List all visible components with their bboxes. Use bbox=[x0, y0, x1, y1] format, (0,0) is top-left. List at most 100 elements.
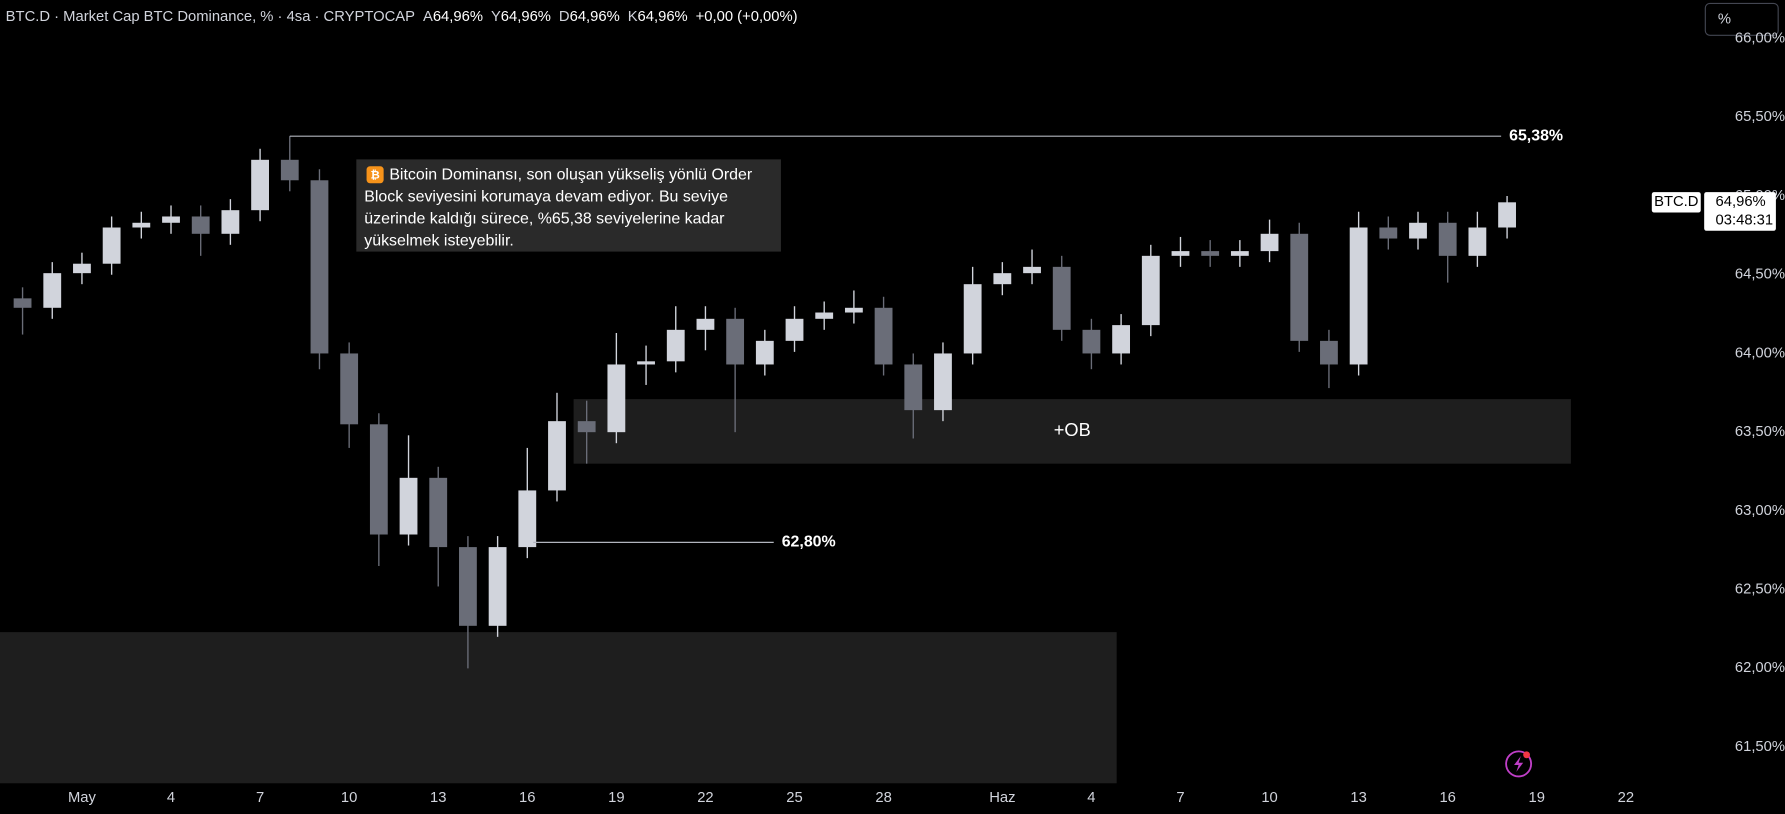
candle-body bbox=[1171, 251, 1190, 256]
note-line: Bitcoin Dominansı, son oluşan yükseliş y… bbox=[389, 167, 753, 184]
candle-body bbox=[1409, 222, 1427, 239]
y-tick-label: 62,50% bbox=[1735, 582, 1785, 598]
candle-body bbox=[1230, 251, 1249, 256]
header-title: BTC.D · Market Cap BTC Dominance, % · 4s… bbox=[6, 9, 415, 25]
candle-body bbox=[13, 298, 32, 308]
x-tick-label: 13 bbox=[430, 790, 446, 806]
candle-body bbox=[1141, 255, 1160, 326]
x-tick-label: Haz bbox=[989, 790, 1015, 806]
candle-body bbox=[43, 273, 62, 308]
candle-body bbox=[607, 364, 626, 433]
candle-body bbox=[518, 490, 537, 548]
ohlc-value: 64,96% bbox=[501, 9, 551, 25]
candle-body bbox=[73, 263, 91, 274]
candle-body bbox=[340, 353, 359, 425]
candle-body bbox=[1201, 251, 1220, 256]
level-label: 62,80% bbox=[782, 534, 836, 551]
search-box[interactable] bbox=[1704, 2, 1779, 36]
y-tick-label: 66,00% bbox=[1735, 30, 1785, 46]
ohlc-label: Y bbox=[491, 9, 501, 25]
ohlc-label: D bbox=[559, 9, 570, 25]
zones bbox=[0, 399, 1571, 784]
candle-body bbox=[132, 222, 151, 228]
candle-body bbox=[1082, 329, 1101, 354]
icon-dot bbox=[1523, 751, 1530, 759]
candle-body bbox=[726, 318, 745, 365]
x-tick-label: 4 bbox=[1087, 790, 1095, 806]
candle-body bbox=[1260, 233, 1279, 252]
y-tick-label: 64,00% bbox=[1735, 345, 1785, 361]
ohlc-label: A bbox=[423, 9, 433, 25]
candle-body bbox=[1438, 222, 1457, 256]
candle-body bbox=[904, 364, 923, 411]
candle-body bbox=[191, 216, 210, 234]
candle-body bbox=[102, 227, 121, 264]
candle-body bbox=[696, 318, 715, 330]
candle-body bbox=[1112, 325, 1131, 354]
zone bbox=[0, 632, 1117, 784]
x-tick-label: 7 bbox=[1176, 790, 1184, 806]
candle-body bbox=[577, 421, 596, 433]
price-tag-box bbox=[1704, 192, 1776, 231]
ohlc-value: 64,96% bbox=[570, 9, 620, 25]
candle-body bbox=[815, 312, 834, 319]
candle-body bbox=[459, 547, 477, 626]
candle-body bbox=[1052, 266, 1071, 330]
candle-body bbox=[429, 477, 448, 548]
candle-body bbox=[399, 477, 418, 535]
y-tick-label: 63,50% bbox=[1735, 424, 1785, 440]
candle-body bbox=[785, 318, 804, 341]
candle-body bbox=[993, 273, 1012, 285]
ohlc-label: K bbox=[628, 9, 638, 25]
candle-body bbox=[251, 159, 269, 211]
zone bbox=[573, 399, 1571, 464]
y-tick-label: 61,50% bbox=[1735, 739, 1785, 755]
x-tick-label: 16 bbox=[1439, 790, 1455, 806]
note-line: üzerinde kaldığı sürece, %65,38 seviyele… bbox=[364, 210, 725, 227]
x-tick-label: 19 bbox=[608, 790, 624, 806]
x-tick-label: 10 bbox=[1261, 790, 1277, 806]
candle-body bbox=[934, 353, 952, 411]
header: BTC.D · Market Cap BTC Dominance, % · 4s… bbox=[6, 9, 798, 25]
candle-body bbox=[221, 210, 240, 234]
candle-body bbox=[637, 361, 655, 365]
candle-body bbox=[755, 340, 774, 365]
note-line: Block seviyesini korumaya devam ediyor. … bbox=[364, 188, 728, 205]
note: ₿ Bitcoin Dominansı, son oluşan yükseliş … bbox=[356, 159, 781, 252]
symbol-tag-box bbox=[1651, 192, 1701, 213]
symbol-tag: BTC.D bbox=[1654, 194, 1698, 210]
ohlc-value: 64,96% bbox=[638, 9, 688, 25]
y-tick-label: 65,50% bbox=[1735, 109, 1785, 125]
x-tick-label: 28 bbox=[875, 790, 891, 806]
note-box bbox=[356, 159, 781, 252]
candle-body bbox=[1349, 227, 1368, 365]
candle-body bbox=[1468, 227, 1487, 256]
x-tick-label: 25 bbox=[786, 790, 802, 806]
x-tick-label: 22 bbox=[1618, 790, 1634, 806]
candle-body bbox=[1379, 227, 1398, 239]
note-icon-glyph: ₿ bbox=[370, 169, 379, 181]
candles bbox=[13, 136, 1516, 669]
lightning-icon[interactable] bbox=[1505, 750, 1533, 778]
candle-body bbox=[369, 424, 388, 535]
candle-body bbox=[666, 329, 685, 362]
search-text[interactable]: % bbox=[1718, 11, 1731, 27]
countdown: 03:48:31 bbox=[1716, 212, 1774, 228]
price-tag-label: 64,96% bbox=[1716, 194, 1766, 210]
x-tick-label: 22 bbox=[697, 790, 713, 806]
candle-body bbox=[310, 180, 329, 354]
candle-body bbox=[874, 307, 893, 365]
x-tick-label: 4 bbox=[167, 790, 175, 806]
candle-body bbox=[548, 421, 566, 491]
candle-body bbox=[1320, 340, 1338, 365]
x-tick-label: 13 bbox=[1350, 790, 1366, 806]
candle-body bbox=[1023, 266, 1041, 274]
icon-ring bbox=[1505, 750, 1533, 778]
zone-label: +OB bbox=[1054, 420, 1091, 440]
y-tick-label: 64,50% bbox=[1735, 267, 1785, 283]
x-tick-label: 16 bbox=[519, 790, 535, 806]
level-label: 65,38% bbox=[1509, 127, 1563, 144]
note-line: yükselmek isteyebilir. bbox=[364, 232, 514, 249]
